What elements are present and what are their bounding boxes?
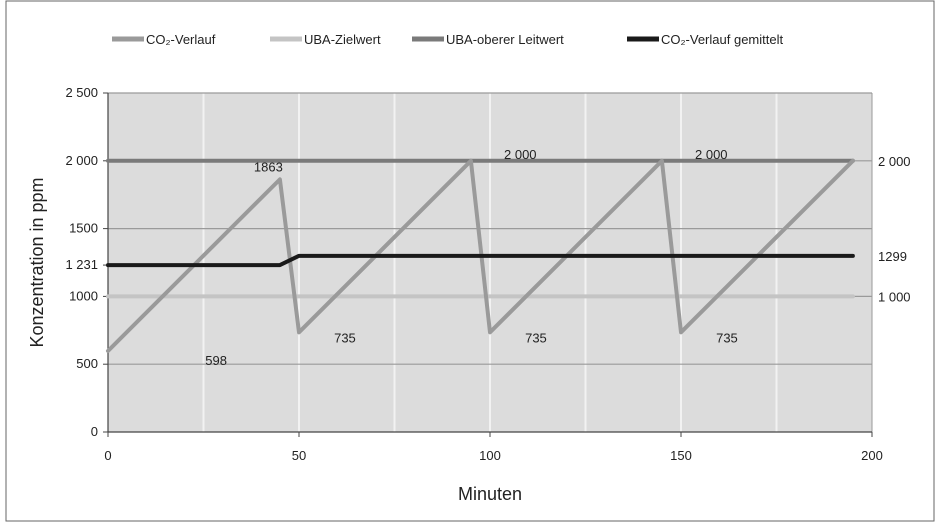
y-tick-label: 1 231 bbox=[65, 257, 98, 272]
data-label: 598 bbox=[205, 353, 227, 368]
data-label: 735 bbox=[334, 330, 356, 345]
x-tick-label: 150 bbox=[670, 448, 692, 463]
data-label: 735 bbox=[716, 330, 738, 345]
y-tick-label: 2 500 bbox=[65, 85, 98, 100]
data-label: 2 000 bbox=[504, 147, 537, 162]
x-tick-label: 200 bbox=[861, 448, 883, 463]
legend-label: CO₂-Verlauf bbox=[146, 32, 216, 47]
y-tick-label: 1500 bbox=[69, 221, 98, 236]
right-value-label: 1 000 bbox=[878, 289, 911, 304]
y-tick-label: 2 000 bbox=[65, 153, 98, 168]
y-tick-label: 500 bbox=[76, 356, 98, 371]
x-tick-label: 100 bbox=[479, 448, 501, 463]
x-tick-label: 50 bbox=[292, 448, 306, 463]
data-label: 2 000 bbox=[695, 147, 728, 162]
series-line bbox=[106, 253, 855, 268]
y-tick-label: 1000 bbox=[69, 288, 98, 303]
legend-label: CO₂-Verlauf gemittelt bbox=[661, 32, 783, 47]
data-label: 1863 bbox=[254, 159, 283, 174]
data-label: 735 bbox=[525, 330, 547, 345]
x-tick-label: 0 bbox=[104, 448, 111, 463]
x-axis-title: Minuten bbox=[458, 484, 522, 504]
legend-label: UBA-Zielwert bbox=[304, 32, 381, 47]
series-line bbox=[106, 158, 855, 353]
right-value-label: 2 000 bbox=[878, 154, 911, 169]
y-tick-label: 0 bbox=[91, 424, 98, 439]
right-value-label: 1299 bbox=[878, 249, 907, 264]
legend-label: UBA-oberer Leitwert bbox=[446, 32, 564, 47]
y-axis-title: Konzentration in ppm bbox=[27, 177, 47, 347]
